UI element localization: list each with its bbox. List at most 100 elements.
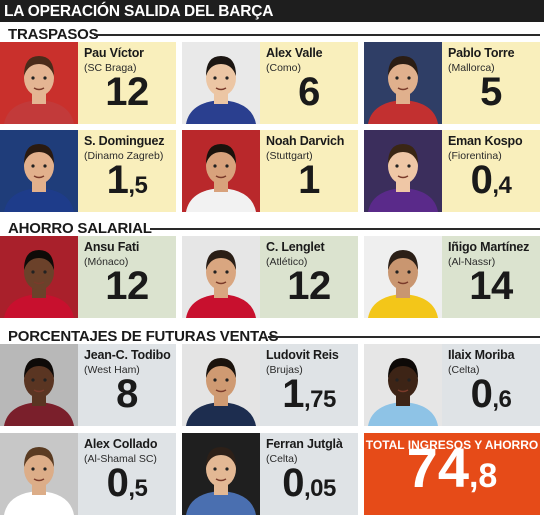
player-card: Ludovit Reis (Brujas) 1,75: [182, 344, 358, 426]
player-value-whole: 1: [298, 158, 320, 202]
total-label: TOTAL INGRESOS Y AHORRO: [365, 438, 539, 452]
player-info: Eman Kospo (Fiorentina) 0,4: [444, 130, 538, 212]
section-title-porcentajes: PORCENTAJES DE FUTURAS VENTAS: [8, 328, 279, 345]
player-value: 0,5: [80, 461, 174, 511]
player-photo: [182, 344, 260, 426]
player-card: Eman Kospo (Fiorentina) 0,4: [364, 130, 540, 212]
player-value-whole: 8: [116, 372, 138, 416]
player-info: Alex Collado (Al-Shamal SC) 0,5: [80, 433, 174, 515]
player-value-whole: 12: [105, 70, 149, 114]
player-name: Ilaix Moriba: [448, 348, 515, 362]
player-info: Noah Darvich (Stuttgart) 1: [262, 130, 356, 212]
player-club: (SC Braga): [84, 62, 137, 74]
player-photo: [0, 42, 78, 124]
player-photo: [0, 236, 78, 318]
total-value: 74,8: [364, 440, 540, 511]
player-name: Pablo Torre: [448, 46, 515, 60]
player-value: 1,5: [80, 158, 174, 208]
player-club: (Brujas): [266, 364, 303, 376]
player-info: Iñigo Martínez (Al-Nassr) 14: [444, 236, 538, 318]
player-card: Noah Darvich (Stuttgart) 1: [182, 130, 358, 212]
player-info: Alex Valle (Como) 6: [262, 42, 356, 124]
player-value-whole: 12: [287, 264, 331, 308]
player-card: Ilaix Moriba (Celta) 0,6: [364, 344, 540, 426]
player-value-whole: 0: [470, 372, 493, 416]
player-name: Alex Collado: [84, 437, 158, 451]
player-card: C. Lenglet (Atlético) 12: [182, 236, 358, 318]
player-info: C. Lenglet (Atlético) 12: [262, 236, 356, 318]
player-name: Jean-C. Todibo: [84, 348, 171, 362]
player-value-decimal: ,4: [492, 172, 512, 199]
total-value-whole: 74: [406, 436, 469, 499]
player-photo: [364, 130, 442, 212]
player-value: 1,75: [262, 372, 356, 422]
player-name: Iñigo Martínez: [448, 240, 530, 254]
player-value: 5: [444, 70, 538, 120]
player-value-whole: 0: [106, 461, 129, 505]
player-photo: [182, 42, 260, 124]
player-value-whole: 0: [470, 158, 493, 202]
player-value: 6: [262, 70, 356, 120]
player-photo: [364, 42, 442, 124]
player-info: Jean-C. Todibo (West Ham) 8: [80, 344, 174, 426]
player-value-decimal: ,75: [303, 386, 336, 413]
section-divider: [94, 34, 540, 36]
player-club: (Celta): [448, 364, 480, 376]
player-photo: [182, 433, 260, 515]
player-name: Eman Kospo: [448, 134, 523, 148]
player-value: 0,4: [444, 158, 538, 208]
player-info: Ansu Fati (Mónaco) 12: [80, 236, 174, 318]
player-card: Jean-C. Todibo (West Ham) 8: [0, 344, 176, 426]
player-club: (Al-Nassr): [448, 256, 496, 268]
player-value-decimal: ,5: [128, 475, 148, 502]
player-club: (Mónaco): [84, 256, 129, 268]
player-photo: [182, 236, 260, 318]
player-club: (Mallorca): [448, 62, 495, 74]
player-info: Ferran Jutglà (Celta) 0,05: [262, 433, 356, 515]
player-value-whole: 14: [469, 264, 513, 308]
player-card: Pablo Torre (Mallorca) 5: [364, 42, 540, 124]
player-info: Ilaix Moriba (Celta) 0,6: [444, 344, 538, 426]
player-value: 12: [262, 264, 356, 314]
player-card: Ferran Jutglà (Celta) 0,05: [182, 433, 358, 515]
player-card: S. Dominguez (Dinamo Zagreb) 1,5: [0, 130, 176, 212]
player-name: C. Lenglet: [266, 240, 325, 254]
player-name: Pau Víctor: [84, 46, 144, 60]
player-value-whole: 5: [480, 70, 502, 114]
player-club: (Celta): [266, 453, 298, 465]
player-value: 1: [262, 158, 356, 208]
player-card: Alex Valle (Como) 6: [182, 42, 358, 124]
player-value-decimal: ,6: [492, 386, 512, 413]
player-info: Pablo Torre (Mallorca) 5: [444, 42, 538, 124]
player-value-whole: 1: [282, 372, 304, 416]
player-photo: [0, 433, 78, 515]
player-card: Iñigo Martínez (Al-Nassr) 14: [364, 236, 540, 318]
player-value-whole: 1: [106, 158, 129, 202]
player-card: Pau Víctor (SC Braga) 12: [0, 42, 176, 124]
player-value: 14: [444, 264, 538, 314]
player-value: 0,6: [444, 372, 538, 422]
player-name: Ferran Jutglà: [266, 437, 343, 451]
section-divider: [268, 336, 540, 338]
player-info: S. Dominguez (Dinamo Zagreb) 1,5: [80, 130, 174, 212]
player-photo: [182, 130, 260, 212]
player-value: 12: [80, 264, 174, 314]
section-title-ahorro-salarial: AHORRO SALARIAL: [8, 220, 152, 237]
player-value: 8: [80, 372, 174, 422]
player-club: (Stuttgart): [266, 150, 313, 162]
page-title: LA OPERACIÓN SALIDA DEL BARÇA: [4, 3, 274, 20]
total-card: TOTAL INGRESOS Y AHORRO 74,8: [364, 433, 540, 515]
player-name: Noah Darvich: [266, 134, 345, 148]
player-value-whole: 0: [282, 461, 304, 505]
header-bar: LA OPERACIÓN SALIDA DEL BARÇA: [0, 0, 544, 22]
player-club: (Fiorentina): [448, 150, 502, 162]
player-name: S. Dominguez: [84, 134, 165, 148]
player-photo: [364, 344, 442, 426]
player-info: Pau Víctor (SC Braga) 12: [80, 42, 174, 124]
player-club: (Atlético): [266, 256, 308, 268]
section-divider: [150, 228, 540, 230]
player-photo: [0, 344, 78, 426]
player-club: (Como): [266, 62, 302, 74]
section-title-traspasos: TRASPASOS: [8, 26, 99, 43]
player-value-whole: 12: [105, 264, 149, 308]
